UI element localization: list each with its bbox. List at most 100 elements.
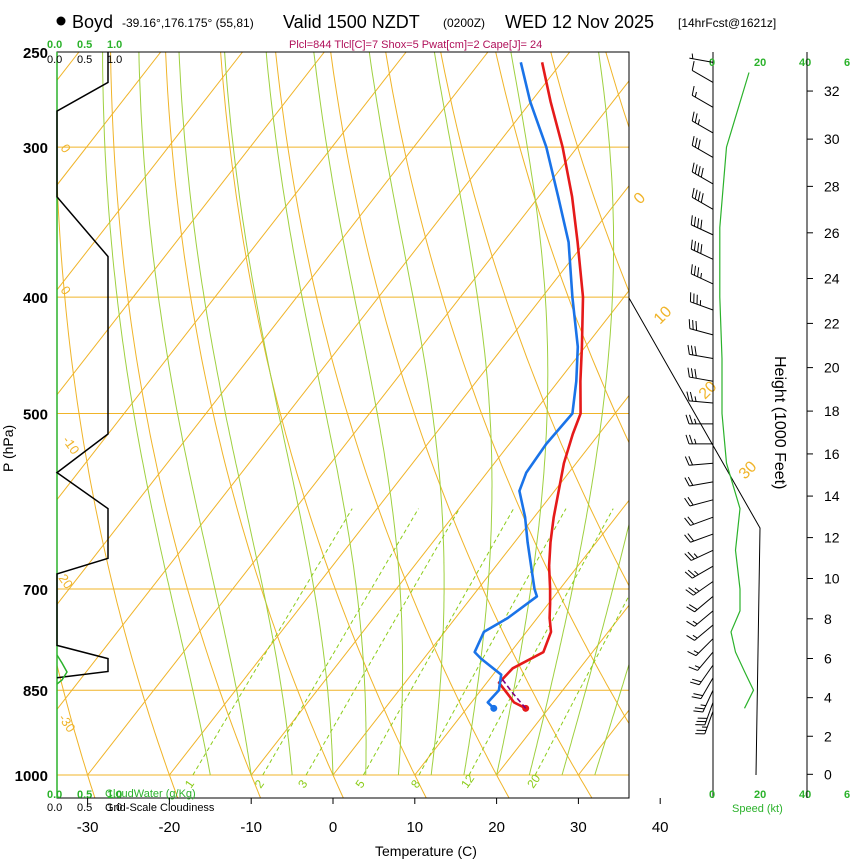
wind-barb-flag [687, 551, 695, 560]
isotherm-left-label: -30 [56, 711, 79, 735]
wind-barb-flag [685, 434, 690, 445]
moist-adiabat-line [368, 52, 445, 776]
speed-top-label: 0 [709, 57, 715, 69]
wind-barb-staff [689, 353, 714, 360]
cloudwater-line [56, 654, 68, 685]
wind-barb-flag [687, 516, 695, 525]
wind-barb [695, 711, 714, 735]
height-tick-label: 24 [824, 270, 840, 286]
wind-barb [691, 677, 714, 700]
dry-adiabat-line [57, 166, 179, 798]
wind-barb-staff [697, 651, 714, 671]
wind-barb-staff [689, 400, 714, 404]
wind-barb-half-flag [692, 620, 698, 625]
wind-barb-flag [693, 241, 697, 251]
moist-adiabat-line [594, 662, 629, 776]
isotherm-left-label: 0 [58, 141, 74, 156]
wind-speed-line [719, 72, 755, 709]
isotherm-line [57, 52, 325, 396]
height-tick-label: 28 [824, 178, 840, 194]
isotherm-line [57, 52, 489, 606]
wind-barb-flag [694, 368, 697, 379]
height-tick-label: 14 [824, 488, 840, 504]
isotherm-line [169, 184, 629, 776]
isotherm-label: 0 [631, 189, 649, 207]
height-axis-label: Height (1000 Feet) [771, 356, 788, 489]
station-location: -39.16°,176.175° (55,81) [122, 16, 254, 30]
wind-barb-half-flag [694, 396, 697, 402]
wind-barb-flag [697, 166, 701, 176]
station-dot-icon [56, 16, 66, 26]
plot-frame [56, 51, 630, 799]
wind-barb-flag [686, 620, 695, 627]
wind-barb [690, 239, 714, 260]
wind-barb [687, 344, 714, 360]
y-tick-label: 850 [23, 683, 48, 700]
dry-adiabat-line [654, 31, 850, 801]
plot-area [57, 31, 850, 801]
wind-barb-flag [694, 164, 698, 174]
y-tick-label: 250 [23, 45, 48, 62]
height-tick-label: 10 [824, 570, 840, 586]
x-tick-label: -20 [159, 819, 181, 836]
wind-barb-flag [689, 434, 693, 445]
wind-barb [685, 414, 713, 425]
wind-barb-staff [689, 328, 714, 336]
wind-barb-half-flag [693, 553, 698, 558]
isotherm-line [87, 80, 629, 776]
wind-barb-staff [693, 581, 714, 596]
x-axis-label: Temperature (C) [375, 843, 477, 859]
wind-barb [684, 533, 714, 543]
wind-barb-staff [704, 702, 714, 726]
dry-adiabat-line [220, 52, 427, 798]
wind-barb-flag [684, 534, 691, 543]
y-axis-label: P (hPa) [0, 425, 16, 472]
wind-barb-staff [698, 664, 714, 686]
wind-barb [685, 434, 713, 445]
isotherm-label: 30 [736, 458, 761, 483]
wind-barb-flag [684, 456, 690, 466]
wind-barb-flag [694, 113, 698, 123]
x-tick-label: 10 [406, 819, 423, 836]
mixing-ratio-label: 12 [458, 771, 477, 790]
speed-label: Speed (kt) [732, 803, 783, 815]
wind-barb-flag [691, 696, 702, 700]
wind-barb-flag [688, 587, 697, 594]
wind-barb-flag [686, 634, 695, 641]
wind-barb-flag [688, 666, 698, 671]
wind-barb-staff [690, 516, 714, 526]
height-tick-label: 0 [824, 766, 832, 782]
wind-barb-staff [691, 144, 714, 158]
wind-barb-flag [687, 496, 694, 506]
wind-barb [691, 60, 714, 83]
wind-barb [689, 664, 714, 686]
mixing-ratio-line [262, 508, 419, 776]
cloudwater-top-label: 0.0 [47, 39, 62, 51]
isotherm-line [57, 52, 162, 186]
wind-barb-staff [694, 595, 714, 613]
wind-barb-flag [690, 264, 693, 274]
cloud-panel: 0.00.00.00.00.50.50.50.51.01.01.01.0 [47, 39, 122, 814]
speed-bottom-label: 60 [844, 789, 850, 801]
wind-barb-flag [687, 344, 690, 355]
cloudwater-bottom-label: 1.0 [107, 789, 122, 801]
height-tick-label: 16 [824, 446, 840, 462]
mixing-ratio-label: 2 [252, 777, 267, 791]
wind-panel: 00202040406060 [684, 52, 850, 801]
dry-adiabat-line [110, 52, 262, 798]
mixing-ratio-label: 3 [295, 777, 310, 791]
cloudwater-top-label: 0.5 [77, 39, 92, 51]
height-tick-label: 18 [824, 403, 840, 419]
wind-barb-staff [691, 171, 714, 185]
wind-barb-flag [687, 367, 690, 378]
wind-barb [688, 651, 714, 671]
moist-adiabat-line [528, 52, 615, 776]
wind-barb-flag [690, 239, 693, 250]
x-tick-label: 20 [488, 819, 505, 836]
wind-barb [689, 292, 714, 311]
wind-barb-half-flag [700, 704, 706, 707]
wind-barb-flag [693, 265, 697, 276]
wind-barb-staff [691, 69, 714, 83]
wind-barb-flag [687, 476, 694, 486]
